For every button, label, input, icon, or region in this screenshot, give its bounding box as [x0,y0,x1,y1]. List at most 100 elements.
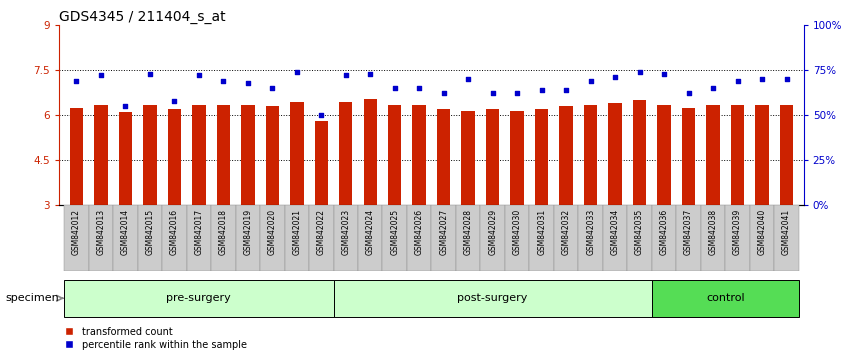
Bar [456,205,481,271]
Bar [700,205,725,271]
Point [486,91,499,96]
Bar [358,205,382,271]
Bar [388,104,402,205]
Text: GSM842033: GSM842033 [586,209,595,255]
Text: GSM842034: GSM842034 [611,209,619,255]
Bar [461,110,475,205]
Point [657,71,671,76]
Bar [118,112,132,205]
Bar [64,280,333,316]
Point [535,87,548,93]
Text: GSM842031: GSM842031 [537,209,547,255]
Point [143,71,157,76]
Bar [774,205,799,271]
Bar [211,205,235,271]
Bar [309,205,333,271]
Bar [339,102,353,205]
Bar [657,104,671,205]
Bar [382,205,407,271]
Text: GSM842032: GSM842032 [562,209,571,255]
Bar [579,205,603,271]
Point [192,73,206,78]
Bar [89,205,113,271]
Bar [284,205,309,271]
Bar [731,104,744,205]
Text: GSM842037: GSM842037 [684,209,693,255]
Bar [706,104,720,205]
Bar [603,205,628,271]
Bar [333,280,652,316]
Bar [192,104,206,205]
Text: GSM842029: GSM842029 [488,209,497,255]
Point [217,78,230,84]
Bar [725,205,750,271]
Point [118,103,132,109]
Point [69,78,83,84]
Text: GSM842041: GSM842041 [782,209,791,255]
Point [266,85,279,91]
Bar [584,104,597,205]
Text: pre-surgery: pre-surgery [167,293,231,303]
Text: GSM842027: GSM842027 [439,209,448,255]
Point [168,98,181,103]
Bar [431,205,456,271]
Text: GSM842021: GSM842021 [292,209,301,255]
Point [364,71,377,76]
Text: GSM842020: GSM842020 [268,209,277,255]
Bar [554,205,579,271]
Bar [755,104,769,205]
Point [94,73,107,78]
Point [633,69,646,75]
Bar [510,110,524,205]
Text: GSM842025: GSM842025 [390,209,399,255]
Bar [138,205,162,271]
Bar [628,205,652,271]
Bar [608,103,622,205]
Bar [481,205,505,271]
Point [559,87,573,93]
Bar [633,100,646,205]
Text: GSM842040: GSM842040 [757,209,766,255]
Bar [315,121,328,205]
Bar [94,104,107,205]
Text: GDS4345 / 211404_s_at: GDS4345 / 211404_s_at [59,10,226,24]
Point [510,91,524,96]
Text: GSM842013: GSM842013 [96,209,106,255]
Bar [652,280,799,316]
Text: GSM842016: GSM842016 [170,209,179,255]
Text: GSM842039: GSM842039 [733,209,742,255]
Bar [69,108,83,205]
Text: GSM842026: GSM842026 [415,209,424,255]
Bar [559,106,573,205]
Text: specimen: specimen [6,293,59,303]
Point [608,74,622,80]
Bar [260,205,284,271]
Text: GSM842023: GSM842023 [341,209,350,255]
Bar [235,205,260,271]
Point [706,85,720,91]
Point [413,85,426,91]
Text: GSM842028: GSM842028 [464,209,473,255]
Bar [676,205,700,271]
Text: GSM842035: GSM842035 [635,209,644,255]
Text: GSM842024: GSM842024 [365,209,375,255]
Text: control: control [706,293,744,303]
Bar [143,104,157,205]
Point [682,91,695,96]
Bar [780,104,794,205]
Bar [364,98,377,205]
Bar [266,106,279,205]
Point [731,78,744,84]
Text: GSM842036: GSM842036 [660,209,668,255]
Bar [486,109,499,205]
Point [315,112,328,118]
Text: post-surgery: post-surgery [458,293,528,303]
Point [388,85,402,91]
Bar [162,205,187,271]
Bar [530,205,554,271]
Text: GSM842015: GSM842015 [146,209,154,255]
Point [461,76,475,82]
Point [584,78,597,84]
Bar [652,205,676,271]
Bar [505,205,530,271]
